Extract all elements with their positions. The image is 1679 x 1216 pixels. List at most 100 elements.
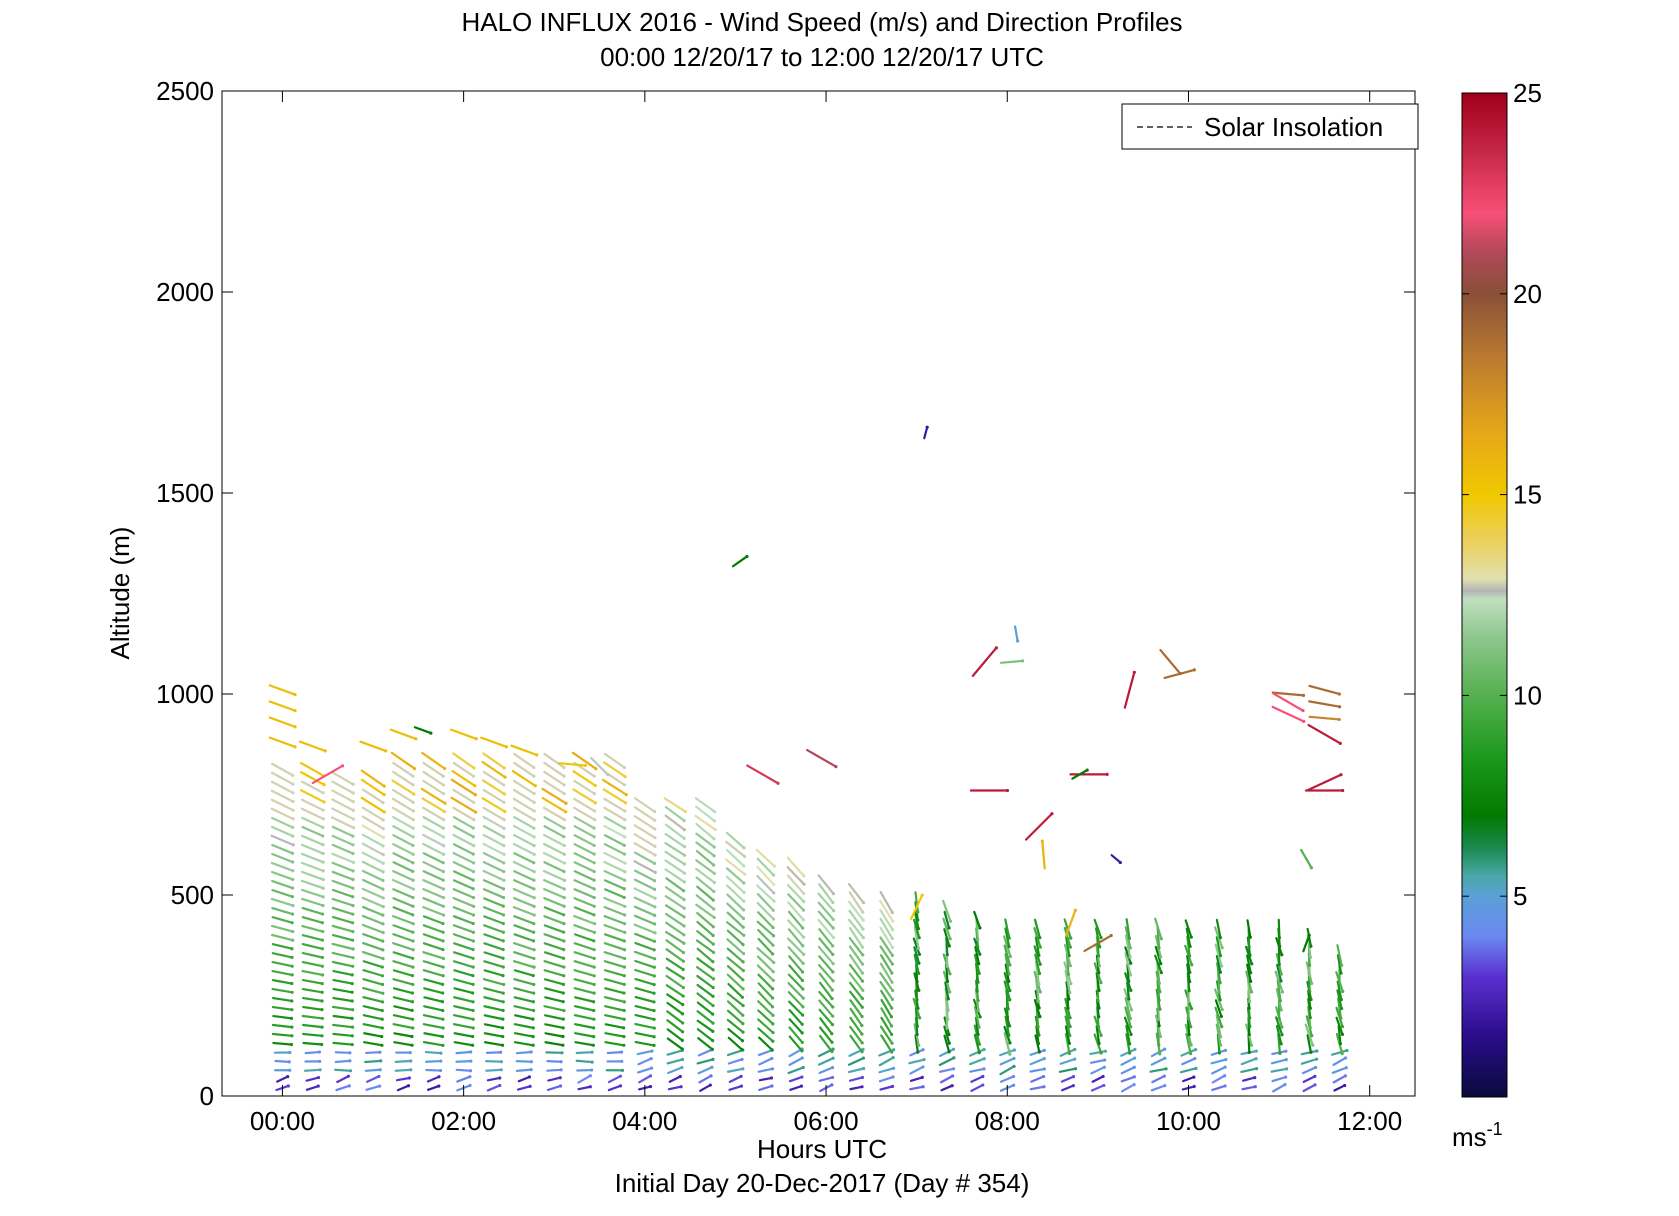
wind-vector bbox=[482, 815, 506, 830]
wind-vector bbox=[271, 1023, 293, 1029]
wind-vector-head bbox=[1127, 997, 1131, 1001]
wind-vector-head bbox=[1343, 1074, 1347, 1078]
wind-vector-head bbox=[501, 947, 505, 952]
wind-vector-head bbox=[977, 971, 981, 975]
wind-vector-head bbox=[1280, 953, 1284, 957]
wind-vector-head bbox=[498, 1083, 502, 1088]
wind-vector bbox=[452, 861, 475, 873]
wind-vector bbox=[602, 788, 627, 804]
wind-vector-head bbox=[532, 904, 536, 908]
wind-vector bbox=[422, 861, 445, 873]
wind-vector bbox=[577, 1085, 592, 1091]
wind-vector-head bbox=[411, 869, 415, 874]
wind-vector-head bbox=[346, 1074, 350, 1078]
wind-vector-head bbox=[1250, 962, 1254, 966]
wind-vector-head bbox=[948, 990, 952, 994]
wind-vector bbox=[909, 1065, 925, 1075]
wind-vector-head bbox=[351, 929, 355, 934]
wind-vector bbox=[271, 889, 294, 898]
wind-vector-head bbox=[770, 1048, 774, 1052]
wind-vector-head bbox=[1248, 953, 1252, 957]
wind-vector-head bbox=[320, 1042, 324, 1047]
wind-vector bbox=[304, 1050, 321, 1055]
wind-vector-head bbox=[860, 1050, 864, 1054]
wind-vector-head bbox=[290, 1025, 294, 1029]
wind-vector bbox=[574, 996, 595, 1003]
wind-vector-head bbox=[290, 895, 294, 899]
wind-vector bbox=[512, 797, 536, 813]
wind-vector-head bbox=[771, 926, 775, 930]
wind-vector-head bbox=[592, 774, 596, 778]
wind-vector-head bbox=[830, 1049, 834, 1054]
wind-vector bbox=[268, 736, 297, 748]
wind-vector-head bbox=[291, 808, 295, 812]
wind-vector-head bbox=[293, 709, 297, 713]
wind-vector-head bbox=[1042, 1057, 1046, 1061]
wind-vector-head bbox=[1277, 1016, 1281, 1021]
x-tick-label: 12:00 bbox=[1337, 1106, 1402, 1136]
wind-vector-head bbox=[380, 1017, 384, 1021]
wind-vector bbox=[450, 778, 477, 796]
wind-vector-head bbox=[471, 852, 475, 856]
wind-vector bbox=[298, 740, 327, 752]
wind-vector-head bbox=[831, 952, 835, 957]
wind-vector bbox=[392, 824, 415, 838]
wind-vector-head bbox=[1073, 1047, 1077, 1052]
wind-vector-head bbox=[443, 801, 447, 805]
wind-vector-head bbox=[713, 810, 717, 814]
wind-vector-head bbox=[1188, 1051, 1193, 1056]
wind-vector-head bbox=[561, 991, 565, 995]
wind-vector-head bbox=[1099, 935, 1103, 940]
wind-vector-head bbox=[1036, 999, 1041, 1004]
wind-vector bbox=[923, 426, 929, 440]
wind-vector-head bbox=[320, 1025, 324, 1029]
wind-vector bbox=[482, 869, 506, 882]
wind-vector bbox=[271, 843, 294, 855]
colorbar-fill bbox=[1461, 92, 1508, 1098]
wind-vector-head bbox=[623, 922, 627, 926]
wind-vector-head bbox=[468, 1083, 472, 1088]
wind-vector-head bbox=[801, 935, 806, 939]
wind-vector-head bbox=[1249, 971, 1253, 975]
wind-vector bbox=[999, 1057, 1016, 1066]
wind-vector-head bbox=[620, 1059, 624, 1064]
wind-vector-head bbox=[652, 948, 656, 952]
wind-vector bbox=[392, 924, 414, 934]
wind-vector-head bbox=[1190, 963, 1194, 967]
wind-vector-head bbox=[1038, 945, 1042, 949]
wind-vector bbox=[727, 982, 744, 999]
wind-vector-head bbox=[1253, 1075, 1257, 1080]
wind-vector-head bbox=[682, 862, 687, 866]
chart-title: HALO INFLUX 2016 - Wind Speed (m/s) and … bbox=[461, 7, 1182, 37]
wind-vector-head bbox=[592, 792, 597, 796]
wind-vector-head bbox=[1099, 1051, 1103, 1055]
wind-vector-head bbox=[652, 965, 656, 969]
wind-vector-head bbox=[1247, 1006, 1251, 1010]
wind-vector bbox=[786, 874, 805, 895]
wind-vector bbox=[452, 788, 475, 804]
wind-vector-head bbox=[801, 944, 805, 948]
wind-vector-head bbox=[560, 1051, 564, 1055]
wind-vector-head bbox=[471, 991, 475, 995]
wind-vector-head bbox=[1066, 972, 1071, 976]
wind-vector-head bbox=[351, 912, 355, 916]
wind-vector bbox=[573, 825, 596, 838]
wind-vector-head bbox=[834, 765, 838, 769]
wind-vector bbox=[1149, 1067, 1168, 1073]
wind-vector bbox=[543, 1005, 566, 1012]
wind-vector-head bbox=[682, 871, 687, 875]
wind-vector-head bbox=[1005, 1015, 1010, 1019]
wind-vector bbox=[421, 797, 446, 813]
wind-vector-head bbox=[1097, 964, 1101, 968]
wind-vector bbox=[1300, 1058, 1318, 1065]
wind-vector-head bbox=[411, 887, 416, 891]
wind-vector-head bbox=[1218, 981, 1222, 985]
wind-vector-head bbox=[592, 922, 597, 926]
wind-vector-head bbox=[1157, 1024, 1161, 1028]
wind-vector-head bbox=[1337, 692, 1341, 696]
wind-vector-head bbox=[917, 1043, 921, 1048]
wind-vector-head bbox=[622, 991, 626, 995]
wind-vector bbox=[482, 978, 505, 986]
wind-vector-head bbox=[562, 826, 566, 830]
wind-vector-head bbox=[622, 1035, 626, 1039]
